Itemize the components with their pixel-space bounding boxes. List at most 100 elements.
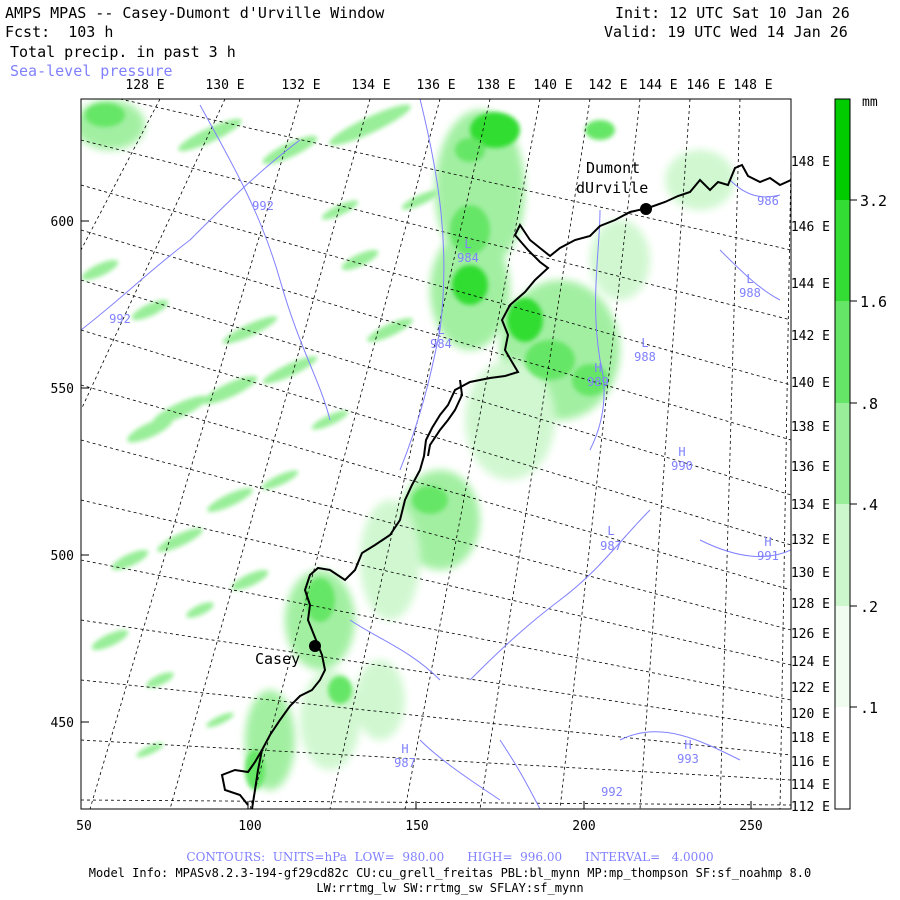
- svg-text:987: 987: [394, 756, 416, 770]
- right-lon-label: 124 E: [791, 655, 830, 670]
- top-lon-label: 144 E: [638, 78, 677, 93]
- map-border: [80, 98, 792, 810]
- right-lon-label: 114 E: [791, 778, 830, 793]
- svg-text:987: 987: [600, 539, 622, 553]
- forecast-hour: Fcst: 103 h: [5, 23, 114, 41]
- right-lon-label: 128 E: [791, 597, 830, 612]
- colorbar-label: .1: [860, 699, 878, 717]
- right-lon-label: 148 E: [791, 155, 830, 170]
- svg-text:L: L: [607, 524, 614, 538]
- colorbar-label: 1.6: [860, 293, 887, 311]
- svg-text:L: L: [464, 237, 471, 251]
- colorbar-unit: mm: [862, 95, 878, 110]
- svg-text:H: H: [594, 361, 601, 375]
- colorbar-label: 3.2: [860, 192, 887, 210]
- y-tick-label: 550: [51, 382, 74, 397]
- svg-text:991: 991: [757, 549, 779, 563]
- top-lon-label: 140 E: [533, 78, 572, 93]
- right-lon-label: 112 E: [791, 800, 830, 815]
- field-name: Total precip. in past 3 h: [10, 43, 236, 61]
- right-lon-label: 134 E: [791, 498, 830, 513]
- right-lon-label: 140 E: [791, 376, 830, 391]
- svg-text:988: 988: [634, 350, 656, 364]
- svg-text:L: L: [437, 323, 444, 337]
- svg-text:992: 992: [601, 785, 623, 799]
- coastline: [220, 163, 791, 809]
- svg-text:990: 990: [671, 459, 693, 473]
- x-tick-label: 50: [76, 819, 92, 834]
- y-tick-label: 600: [51, 215, 74, 230]
- right-lon-label: 136 E: [791, 460, 830, 475]
- dumont-marker: [640, 203, 652, 215]
- x-tick-label: 250: [739, 819, 762, 834]
- top-lon-label: 134 E: [351, 78, 390, 93]
- colorbar-label: .2: [860, 598, 878, 616]
- right-lon-labels: 148 E 146 E 144 E 142 E 140 E 138 E 136 …: [791, 155, 830, 815]
- dumont-label-line2: dUrville: [576, 179, 648, 197]
- station-dumont: [640, 203, 652, 215]
- x-tick-label: 150: [405, 819, 428, 834]
- svg-text:L: L: [641, 336, 648, 350]
- color-bar: mm 3.2 1.6 .8 .4 .2 .1: [834, 95, 887, 810]
- right-lon-label: 138 E: [791, 420, 830, 435]
- svg-text:H: H: [764, 535, 771, 549]
- y-axis: [81, 220, 89, 723]
- y-tick-label: 500: [51, 549, 74, 564]
- colorbar-band-0-2: [835, 504, 850, 606]
- valid-time: Valid: 19 UTC Wed 14 Jan 26: [604, 23, 848, 41]
- top-lon-label: 138 E: [476, 78, 515, 93]
- graticule: [81, 99, 791, 809]
- right-lon-label: 118 E: [791, 731, 830, 746]
- right-lon-label: 126 E: [791, 627, 830, 642]
- x-tick-label: 200: [572, 819, 595, 834]
- casey-marker: [309, 640, 321, 652]
- right-lon-label: 130 E: [791, 566, 830, 581]
- init-time: Init: 12 UTC Sat 10 Jan 26: [615, 4, 850, 22]
- colorbar-band-3-2: [835, 99, 850, 200]
- svg-text:988: 988: [739, 286, 761, 300]
- right-lon-label: 132 E: [791, 533, 830, 548]
- right-lon-label: 144 E: [791, 277, 830, 292]
- dumont-label-line1: Dumont: [586, 159, 640, 177]
- svg-text:H: H: [678, 445, 685, 459]
- x-tick-label: 100: [238, 819, 261, 834]
- pressure-label: 992: [252, 199, 274, 213]
- colorbar-label: .4: [860, 496, 878, 514]
- physics-info: LW:rrtmg_lw SW:rrtmg_sw SFLAY:sf_mynn: [316, 881, 584, 895]
- x-axis: [80, 801, 752, 809]
- right-lon-label: 146 E: [791, 220, 830, 235]
- plot-title: AMPS MPAS -- Casey-Dumont d'Urville Wind…: [5, 4, 385, 22]
- map-area: [81, 99, 791, 809]
- svg-text:992: 992: [109, 312, 131, 326]
- svg-text:986: 986: [757, 194, 779, 208]
- pressure-label: 992: [601, 785, 623, 799]
- pressure-label: 986: [757, 194, 779, 208]
- top-lon-label: 130 E: [205, 78, 244, 93]
- top-lon-label: 136 E: [416, 78, 455, 93]
- colorbar-label: .8: [860, 395, 878, 413]
- station-casey: [309, 640, 321, 652]
- top-lon-label: 142 E: [588, 78, 627, 93]
- colorbar-band-blank: [835, 707, 850, 809]
- colorbar-band-1-6: [835, 200, 850, 301]
- top-lon-label: 128 E: [125, 78, 164, 93]
- svg-text:993: 993: [677, 752, 699, 766]
- model-info: Model Info: MPASv8.2.3-194-gf29cd82c CU:…: [88, 866, 812, 880]
- svg-text:984: 984: [430, 337, 452, 351]
- svg-text:H: H: [684, 738, 691, 752]
- top-lon-label: 146 E: [686, 78, 725, 93]
- right-lon-label: 142 E: [791, 329, 830, 344]
- colorbar-band-0-4: [835, 403, 850, 504]
- pressure-contours: [81, 99, 791, 809]
- y-tick-label: 450: [51, 716, 74, 731]
- top-lon-label: 132 E: [281, 78, 320, 93]
- svg-text:L: L: [746, 272, 753, 286]
